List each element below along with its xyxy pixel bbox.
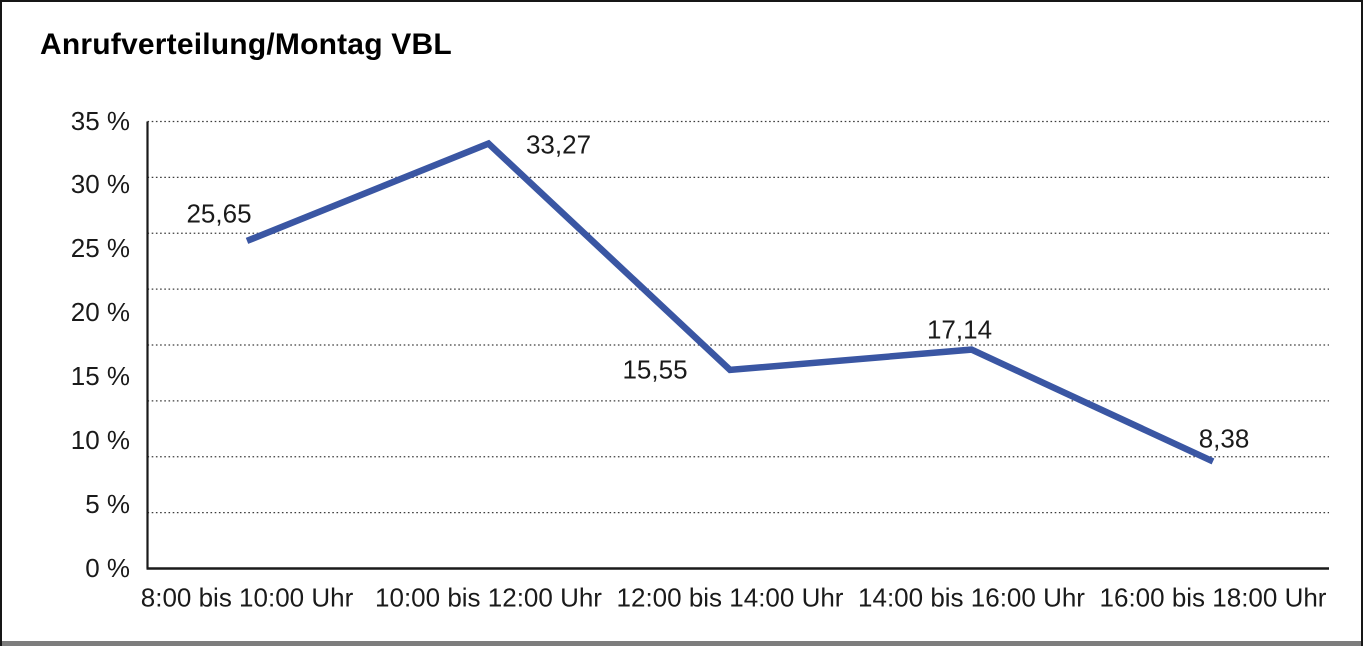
y-tick-label: 25 % bbox=[70, 233, 130, 264]
series-line bbox=[245, 139, 1215, 465]
data-value-label: 25,65 bbox=[186, 198, 252, 229]
x-category-label: 10:00 bis 12:00 Uhr bbox=[375, 582, 602, 613]
x-category-label: 8:00 bis 10:00 Uhr bbox=[140, 582, 354, 613]
x-category-label: 16:00 bis 18:00 Uhr bbox=[1099, 582, 1327, 613]
data-value-label: 8,38 bbox=[1198, 423, 1250, 454]
x-category-label: 12:00 bis 14:00 Uhr bbox=[616, 582, 844, 613]
y-tick-label: 10 % bbox=[70, 424, 130, 455]
data-value-label: 15,55 bbox=[622, 354, 688, 385]
y-tick-label: 0 % bbox=[85, 552, 130, 583]
y-tick-label: 5 % bbox=[85, 488, 130, 519]
chart-title: Anrufverteilung/Montag VBL bbox=[40, 28, 452, 61]
y-tick-label: 20 % bbox=[70, 296, 130, 327]
data-value-label: 33,27 bbox=[525, 129, 592, 160]
x-category-label: 14:00 bis 16:00 Uhr bbox=[858, 582, 1085, 613]
y-tick-label: 30 % bbox=[70, 169, 130, 200]
y-tick-label: 35 % bbox=[70, 105, 130, 136]
y-tick-label: 15 % bbox=[70, 360, 130, 391]
data-value-label: 17,14 bbox=[926, 314, 993, 345]
bottom-border-bar bbox=[2, 641, 1361, 646]
